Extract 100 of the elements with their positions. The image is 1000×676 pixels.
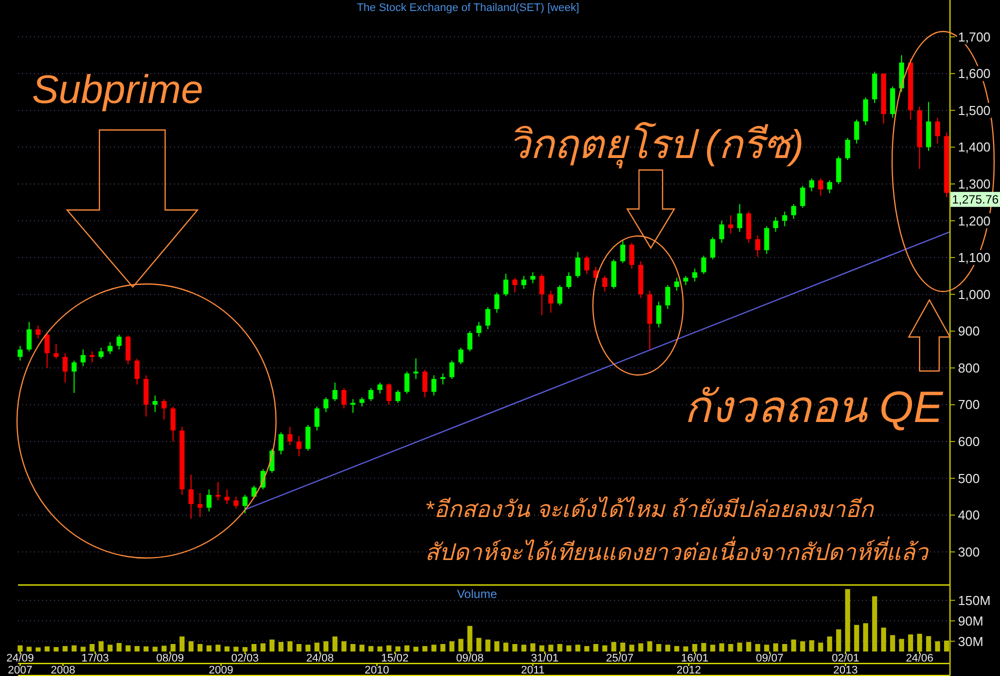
bar [144, 646, 149, 652]
candlestick [467, 330, 472, 352]
bar [198, 644, 203, 652]
candlestick [188, 474, 194, 520]
candlestick [512, 277, 518, 293]
bar [108, 644, 113, 652]
annotation: Subprime [32, 68, 204, 112]
x-tick-label: 09/07 [756, 652, 784, 664]
bar [512, 644, 518, 652]
bar [72, 645, 77, 652]
y-tick-label: 300 [958, 544, 980, 560]
candlestick [602, 275, 608, 292]
candlestick [98, 347, 104, 360]
candlestick [26, 321, 32, 352]
bar [593, 644, 598, 652]
candlestick [818, 178, 824, 196]
candlestick [629, 242, 634, 270]
candlestick [449, 360, 454, 380]
candlestick [782, 211, 788, 227]
x-tick-label: 16/01 [680, 652, 708, 664]
bar [449, 641, 454, 652]
bar [431, 644, 436, 652]
annotation: *อีกสองวัน จะเด้งได้ไหม ถ้ายังมีปล่อยลงมาอีก [425, 496, 875, 522]
bar [224, 646, 230, 652]
bar [674, 646, 680, 652]
candlestick [548, 290, 554, 314]
bar [566, 645, 572, 652]
candlestick [404, 371, 410, 394]
candlestick [368, 388, 374, 402]
chart-title: The Stock Exchange of Thailand(SET) [week] [356, 2, 580, 14]
x-tick-label: 25/07 [606, 652, 634, 664]
bar [557, 644, 562, 652]
candlestick [72, 360, 77, 394]
y-tick-label: 1,200 [958, 213, 991, 228]
bar [548, 644, 554, 652]
candlestick [809, 178, 814, 192]
y-tick-label: 1,400 [958, 140, 991, 155]
bar [890, 635, 896, 652]
candlestick [431, 374, 436, 396]
bar [332, 636, 338, 652]
candlestick [764, 226, 770, 254]
bar [647, 641, 652, 652]
candlestick [692, 268, 698, 282]
candlestick [224, 488, 230, 505]
bar [836, 629, 842, 652]
candlestick [332, 382, 338, 402]
x2-tick-label: 2012 [676, 664, 701, 676]
candlestick [126, 335, 131, 365]
bar [584, 646, 590, 652]
bar [809, 640, 814, 652]
bar [845, 589, 850, 652]
bar [656, 644, 662, 652]
bar [440, 644, 446, 652]
bar [305, 644, 310, 652]
candlestick [44, 332, 50, 368]
bar [773, 643, 778, 652]
y-tick-label: 90M [958, 613, 984, 628]
bar [881, 628, 886, 652]
bar [791, 640, 796, 652]
candlestick [278, 432, 284, 455]
bar [359, 644, 364, 652]
candlestick [674, 277, 680, 292]
x-tick-label: 17/03 [81, 652, 109, 664]
candlestick [539, 274, 544, 316]
bar [818, 642, 824, 652]
candlestick [836, 156, 842, 184]
x2-tick-label: 2011 [521, 664, 545, 676]
candlestick [54, 344, 59, 360]
bar [234, 646, 239, 652]
candlestick [116, 334, 122, 350]
bar [485, 640, 490, 652]
text: 1,275.76 [952, 192, 1000, 206]
bar [467, 626, 472, 652]
bar [926, 636, 932, 652]
candlestick [314, 406, 320, 431]
bar [404, 645, 410, 652]
candlestick [773, 216, 778, 232]
bar [503, 642, 508, 652]
y-tick-label: 900 [958, 324, 980, 339]
candlestick [377, 382, 382, 394]
candlestick [863, 97, 868, 126]
candlestick [170, 406, 176, 442]
candlestick [935, 117, 940, 144]
candlestick [494, 292, 500, 314]
annotation: วิกฤตยุโรป (กรีซ) [508, 121, 804, 169]
bar [710, 644, 716, 652]
candlestick [80, 349, 86, 367]
candlestick [108, 342, 113, 354]
bar [341, 641, 346, 652]
bar [18, 645, 23, 652]
candlestick [62, 352, 68, 384]
bar [252, 644, 256, 652]
x2-tick-label: 2008 [50, 664, 76, 676]
y-tick-label: 1,300 [958, 176, 991, 192]
bar [62, 646, 68, 652]
bar [476, 638, 482, 652]
candlestick [359, 396, 364, 408]
candlestick [728, 214, 734, 234]
candlestick [485, 306, 490, 330]
candlestick [800, 185, 806, 208]
